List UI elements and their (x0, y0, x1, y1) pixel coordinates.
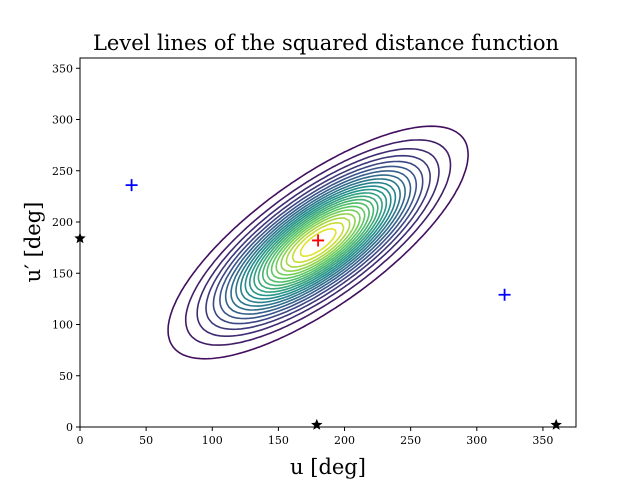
saddle-marker (125, 179, 138, 192)
contour-level (240, 181, 397, 304)
contour-level (275, 209, 361, 276)
y-tick-label: 250 (52, 165, 73, 178)
maximum-marker (312, 234, 325, 247)
x-axis-title: u [deg] (290, 455, 366, 479)
y-tick-label: 200 (52, 216, 73, 229)
contour-level (262, 198, 375, 287)
x-axis-ticks: 0 50 100 150 200 250 300 350 (77, 427, 553, 447)
contour-level (291, 222, 345, 264)
contour-level (280, 213, 356, 272)
x-tick-label: 50 (139, 434, 153, 447)
y-tick-label: 50 (59, 370, 73, 383)
x-tick-label: 100 (202, 434, 223, 447)
y-tick-label: 100 (52, 319, 73, 332)
contour-level (244, 185, 392, 300)
saddle-marker (498, 288, 511, 301)
y-tick-label: 0 (66, 421, 73, 434)
contour-level (212, 160, 424, 325)
contour-level (285, 217, 351, 268)
y-tick-label: 300 (52, 114, 73, 127)
y-axis-ticks: 0 50 100 150 200 250 300 350 (52, 62, 80, 434)
contour-level (270, 205, 366, 280)
contour-level (299, 227, 337, 257)
y-tick-label: 350 (52, 62, 73, 75)
contour-lines (167, 125, 469, 360)
x-tick-label: 150 (268, 434, 289, 447)
contour-level (167, 125, 469, 360)
y-axis-title: u′ [deg] (21, 202, 45, 283)
contour-level (257, 195, 379, 290)
contour-level (224, 170, 412, 315)
x-tick-label: 250 (400, 434, 421, 447)
contour-level (266, 202, 370, 283)
contour-level (230, 174, 406, 311)
contour-level (184, 139, 452, 346)
x-tick-label: 350 (532, 434, 553, 447)
x-tick-label: 200 (334, 434, 355, 447)
contour-level (253, 192, 383, 293)
x-tick-label: 300 (466, 434, 487, 447)
chart-title: Level lines of the squared distance func… (93, 31, 559, 55)
minimum-marker (311, 418, 323, 430)
x-tick-label: 0 (77, 434, 84, 447)
contour-level (219, 165, 418, 320)
contour-level (248, 188, 388, 297)
plot-frame (79, 57, 577, 428)
y-tick-label: 150 (52, 267, 73, 280)
contour-level (196, 148, 440, 337)
contour-level (205, 154, 431, 331)
contour-level (235, 178, 401, 307)
minimum-marker (550, 418, 562, 430)
